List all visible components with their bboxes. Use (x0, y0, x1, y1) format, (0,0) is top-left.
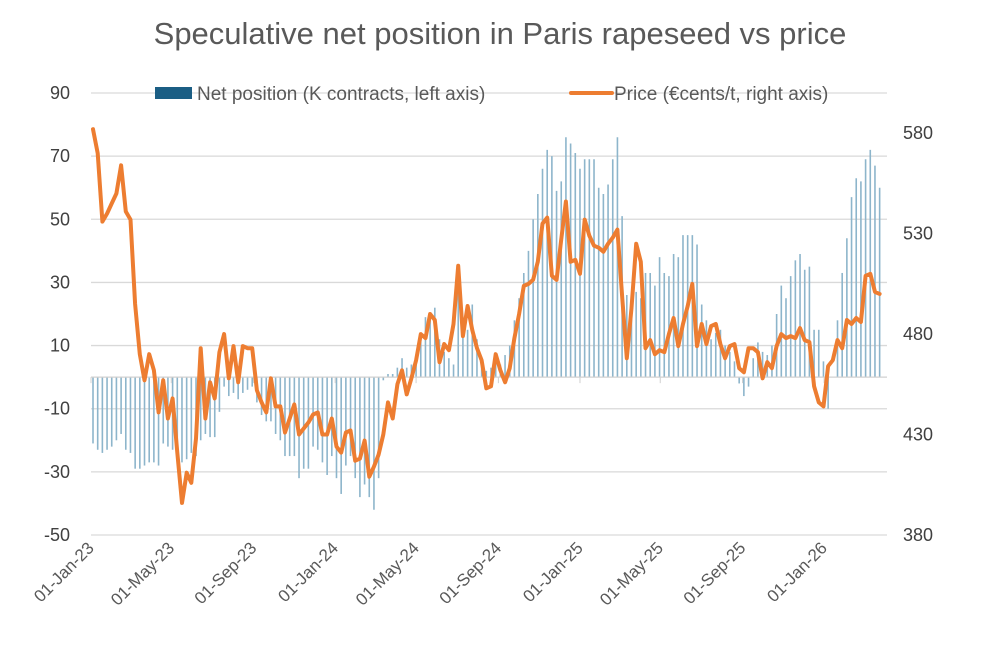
price-line-group (91, 127, 882, 505)
right-axis-tick-label: 530 (903, 224, 933, 244)
right-axis-tick-label: 480 (903, 324, 933, 344)
legend-swatch-net-position (155, 87, 192, 99)
left-axis-tick-label: 50 (50, 209, 70, 229)
legend-label-net-position: Net position (K contracts, left axis) (197, 84, 485, 105)
legend-label-price: Price (€cents/t, right axis) (614, 84, 828, 105)
left-axis-tick-label: 10 (50, 336, 70, 356)
x-axis-labels: 01-Jan-23 01-May-23 01-Sep-23 01-Jan-24 01-M… (30, 538, 831, 609)
x-axis-tick-label: 01-Jan-23 (30, 538, 98, 606)
x-axis-tick-label: 01-May-23 (107, 538, 178, 609)
x-axis-tick-label: 01-May-24 (352, 538, 423, 609)
x-axis-tick-label: 01-Sep-24 (436, 538, 506, 608)
legend: Net position (K contracts, left axis) Pr… (155, 84, 828, 105)
price-line (91, 127, 882, 505)
x-axis-tick-label: 01-Sep-23 (191, 538, 261, 608)
x-axis-tick-label: 01-Jan-26 (763, 538, 831, 606)
right-axis-labels: 580 530 480 430 380 (903, 123, 933, 545)
right-axis-tick-label: 580 (903, 123, 933, 143)
gridlines (91, 92, 887, 536)
left-axis-labels: 90 70 50 30 10 -10 -30 -50 (44, 83, 70, 545)
left-axis-tick-label: -50 (44, 525, 70, 545)
x-axis-tick-label: 01-Jan-25 (519, 538, 587, 606)
left-axis-tick-label: -30 (44, 462, 70, 482)
chart-title: Speculative net position in Paris rapese… (153, 16, 847, 51)
x-axis-tick-label: 01-Jan-24 (274, 538, 342, 606)
net-position-bars (92, 137, 881, 510)
x-axis-tick-label: 01-May-25 (596, 538, 667, 609)
left-axis-tick-label: 30 (50, 272, 70, 292)
left-axis-tick-label: -10 (44, 399, 70, 419)
left-axis-tick-label: 70 (50, 146, 70, 166)
left-axis-tick-label: 90 (50, 83, 70, 103)
right-axis-tick-label: 380 (903, 525, 933, 545)
x-axis-tick-label: 01-Sep-25 (680, 538, 750, 608)
right-axis-tick-label: 430 (903, 425, 933, 445)
